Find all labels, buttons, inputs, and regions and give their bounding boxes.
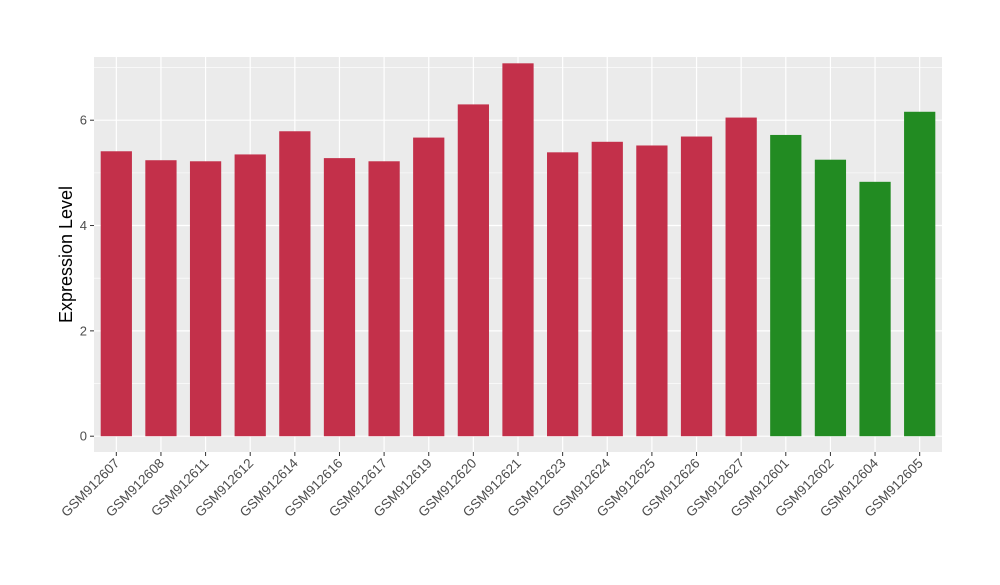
y-axis: 0 2 4 6: [80, 113, 94, 444]
bar: [279, 131, 311, 437]
y-tick-label: 6: [80, 113, 87, 128]
bar: [100, 151, 132, 437]
bar: [904, 111, 936, 437]
bar: [413, 137, 445, 437]
bar: [145, 160, 177, 437]
bar: [189, 161, 222, 437]
y-tick-label: 2: [80, 323, 87, 338]
y-tick-label: 0: [80, 429, 87, 444]
bar: [457, 104, 489, 437]
bar: [814, 159, 847, 437]
bar: [680, 136, 713, 437]
x-axis: GSM912607GSM912608GSM912611GSM912612GSM9…: [58, 452, 926, 520]
bar: [725, 117, 757, 437]
bar: [591, 141, 623, 437]
bar: [323, 158, 356, 437]
bar: [234, 154, 266, 437]
y-axis-title: Expression Level: [56, 186, 76, 323]
bar: [770, 134, 802, 437]
bars: [100, 63, 936, 437]
bar: [547, 152, 579, 437]
bar: [368, 161, 400, 437]
bar: [502, 63, 534, 437]
bar: [859, 181, 891, 437]
bar: [636, 145, 668, 437]
y-tick-label: 4: [80, 218, 87, 233]
